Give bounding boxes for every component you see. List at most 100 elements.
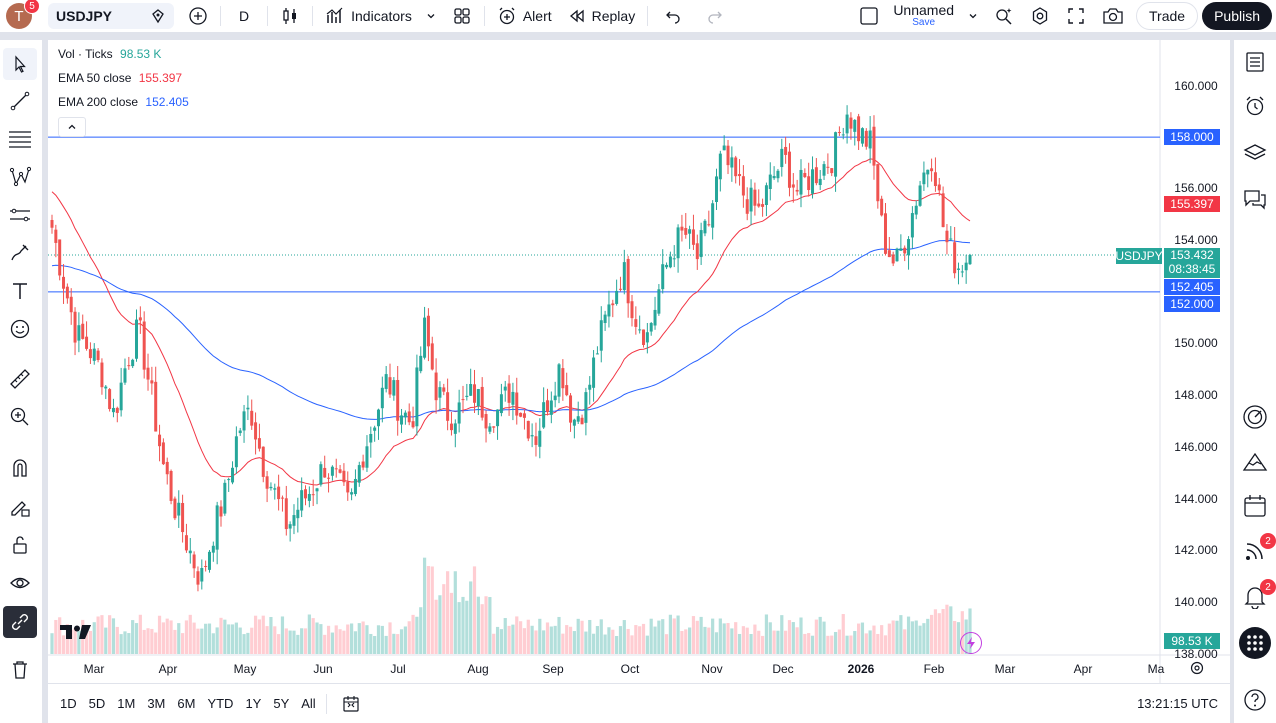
remove-drawings-tool[interactable]	[3, 654, 37, 686]
hline-top-price-tag[interactable]: 158.000	[1164, 129, 1220, 145]
brush-tool[interactable]	[3, 237, 37, 269]
calendar-button[interactable]	[1238, 490, 1272, 522]
price-chart[interactable]	[48, 40, 1230, 683]
add-symbol-button[interactable]	[180, 0, 216, 32]
volume-bar	[273, 626, 277, 654]
text-tool[interactable]	[3, 275, 37, 307]
alert-button[interactable]: Alert	[489, 0, 560, 32]
range-3m[interactable]: 3M	[147, 696, 166, 711]
compare-symbol-icon[interactable]	[150, 8, 166, 24]
volume-bar	[772, 630, 776, 654]
volume-bar	[119, 634, 123, 654]
clock[interactable]: 13:21:15 UTC	[1137, 696, 1218, 711]
tradingview-logo[interactable]	[60, 624, 92, 645]
emoji-tool[interactable]	[3, 313, 37, 345]
sync-drawings-tool[interactable]	[3, 606, 37, 638]
volume-bar	[503, 618, 507, 654]
ema50-legend-value: 155.397	[138, 71, 183, 85]
interval-button[interactable]: D	[225, 0, 263, 32]
range-5d[interactable]: 5D	[88, 696, 106, 711]
help-button[interactable]	[1238, 684, 1272, 716]
range-ytd[interactable]: YTD	[207, 696, 234, 711]
volume-bar	[634, 625, 638, 654]
ema200-legend[interactable]: EMA 200 close 152.405	[58, 95, 189, 109]
hide-drawings-tool[interactable]	[3, 567, 37, 599]
pattern-tool[interactable]	[3, 161, 37, 193]
object-tree-button[interactable]	[1238, 137, 1272, 169]
collapse-legend-button[interactable]	[58, 117, 86, 137]
trade-button[interactable]: Trade	[1136, 2, 1199, 30]
candle	[415, 367, 419, 427]
lock-drawings-tool[interactable]	[3, 529, 37, 561]
flash-icon[interactable]	[960, 632, 982, 654]
chart-type-button[interactable]	[272, 0, 308, 32]
trend-line-tool[interactable]	[3, 85, 37, 117]
fib-tool[interactable]	[3, 123, 37, 155]
goto-date-button[interactable]	[331, 690, 371, 718]
candle	[119, 382, 123, 411]
volume-legend[interactable]: Vol · Ticks 98.53 K	[58, 47, 161, 61]
forecast-tool[interactable]	[3, 199, 37, 231]
volume-bar	[253, 615, 258, 654]
volume-bar	[131, 620, 135, 654]
price-label: 154.000	[1174, 233, 1218, 247]
candle	[123, 368, 127, 383]
hline-bottom-price-tag[interactable]: 152.000	[1164, 296, 1220, 312]
templates-button[interactable]	[444, 0, 480, 32]
layout-button[interactable]: Unnamed Save	[851, 0, 986, 32]
volume-bar	[784, 630, 788, 654]
candle	[811, 169, 815, 194]
replay-button[interactable]: Replay	[560, 0, 644, 32]
price-label: 140.000	[1174, 595, 1218, 609]
price-label: 138.000	[1174, 647, 1218, 661]
chats-button[interactable]	[1238, 183, 1272, 215]
volume-bar	[799, 617, 803, 654]
settings-button[interactable]	[1022, 0, 1058, 32]
notifications-button[interactable]: 2	[1238, 579, 1276, 613]
volume-bar	[165, 618, 169, 654]
time-label: May	[233, 662, 257, 676]
redo-button[interactable]	[694, 0, 736, 32]
symbol-search[interactable]: USDJPY	[48, 3, 174, 29]
chart-pane[interactable]: Vol · Ticks 98.53 K EMA 50 close 155.397…	[48, 40, 1230, 683]
scale-settings-button[interactable]	[1188, 659, 1206, 677]
volume-legend-value: 98.53 K	[120, 47, 162, 61]
screener-button[interactable]	[1238, 401, 1272, 433]
cursor-tool[interactable]	[3, 48, 37, 80]
range-5y[interactable]: 5Y	[273, 696, 290, 711]
quick-search-button[interactable]	[986, 0, 1022, 32]
measure-tool[interactable]	[3, 363, 37, 395]
candle	[465, 395, 469, 397]
user-avatar[interactable]: T 5	[6, 0, 40, 29]
volume-bar	[426, 566, 431, 654]
zoom-tool[interactable]	[3, 401, 37, 433]
candle	[734, 157, 738, 177]
volume-bar	[960, 611, 964, 654]
indicators-button[interactable]: Indicators	[317, 0, 444, 32]
undo-button[interactable]	[652, 0, 694, 32]
candle	[511, 391, 515, 405]
volume-bar	[277, 634, 281, 654]
volume-bar	[200, 628, 204, 654]
pine-button[interactable]	[1238, 446, 1272, 478]
range-1y[interactable]: 1Y	[245, 696, 262, 711]
range-1m[interactable]: 1M	[117, 696, 136, 711]
more-products-button[interactable]	[1239, 627, 1271, 659]
time-label: Jun	[313, 662, 333, 676]
candle	[703, 220, 707, 234]
range-1d[interactable]: 1D	[60, 696, 77, 711]
screenshot-button[interactable]	[1094, 0, 1132, 32]
watchlist-button[interactable]	[1238, 46, 1272, 78]
ema50-legend[interactable]: EMA 50 close 155.397	[58, 71, 182, 85]
volume-bar	[365, 625, 369, 654]
ideas-stream-button[interactable]: 2	[1238, 533, 1276, 567]
range-all[interactable]: All	[301, 696, 316, 711]
magnet-tool[interactable]	[3, 452, 37, 484]
fullscreen-button[interactable]	[1058, 0, 1094, 32]
alerts-button[interactable]	[1238, 90, 1272, 122]
text-t-icon	[10, 280, 30, 302]
publish-button[interactable]: Publish	[1202, 2, 1272, 30]
range-6m[interactable]: 6M	[177, 696, 196, 711]
candle	[910, 213, 914, 238]
stay-drawing-tool[interactable]	[3, 491, 37, 523]
